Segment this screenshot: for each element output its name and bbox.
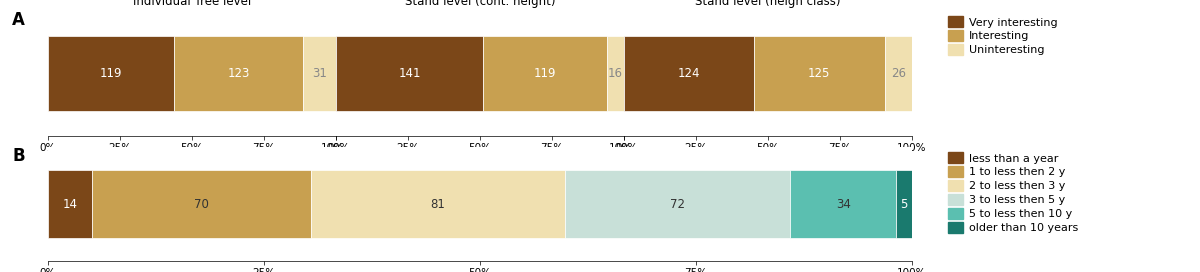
Bar xyxy=(48,36,174,111)
Text: 119: 119 xyxy=(100,67,122,80)
Bar xyxy=(92,170,311,238)
Text: 31: 31 xyxy=(312,67,328,80)
Text: B: B xyxy=(12,147,25,165)
Title: Individual Tree level: Individual Tree level xyxy=(133,0,251,8)
Bar xyxy=(896,170,912,238)
Bar xyxy=(624,36,754,111)
Text: 119: 119 xyxy=(534,67,557,80)
Bar xyxy=(336,36,484,111)
Text: 81: 81 xyxy=(431,197,445,211)
Bar xyxy=(174,36,304,111)
Text: 5: 5 xyxy=(900,197,908,211)
Text: 26: 26 xyxy=(890,67,906,80)
Text: 124: 124 xyxy=(678,67,700,80)
Text: 72: 72 xyxy=(670,197,685,211)
Bar xyxy=(607,36,624,111)
Bar xyxy=(311,170,564,238)
Bar xyxy=(484,36,607,111)
Text: 141: 141 xyxy=(398,67,421,80)
Bar xyxy=(304,36,336,111)
Title: Stand level (heigh class): Stand level (heigh class) xyxy=(695,0,841,8)
Bar xyxy=(790,170,896,238)
Bar xyxy=(48,170,92,238)
Text: A: A xyxy=(12,11,25,29)
Legend: Very interesting, Interesting, Uninteresting: Very interesting, Interesting, Uninteres… xyxy=(948,16,1057,55)
Bar xyxy=(564,170,790,238)
Bar xyxy=(884,36,912,111)
Text: 125: 125 xyxy=(808,67,830,80)
Text: 16: 16 xyxy=(608,67,623,80)
Title: Stand level (cont. height): Stand level (cont. height) xyxy=(404,0,556,8)
Bar xyxy=(754,36,884,111)
Text: 14: 14 xyxy=(62,197,78,211)
Text: 123: 123 xyxy=(227,67,250,80)
Text: 70: 70 xyxy=(194,197,209,211)
Legend: less than a year, 1 to less then 2 y, 2 to less then 3 y, 3 to less then 5 y, 5 : less than a year, 1 to less then 2 y, 2 … xyxy=(948,152,1078,233)
X-axis label: Share of Agreement: Share of Agreement xyxy=(421,156,539,169)
Text: 34: 34 xyxy=(835,197,851,211)
